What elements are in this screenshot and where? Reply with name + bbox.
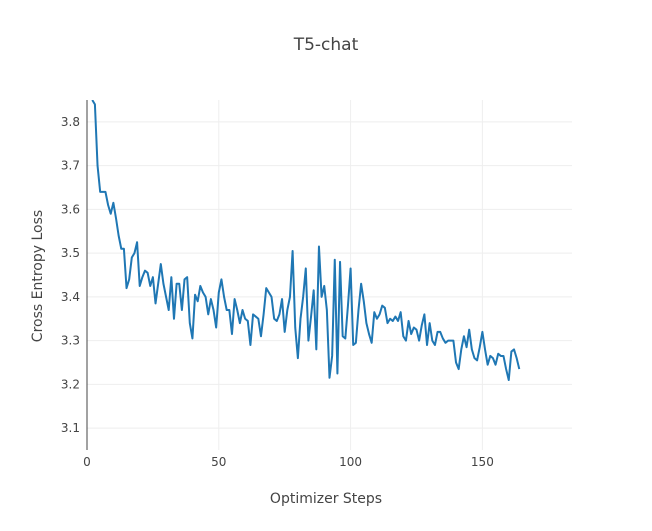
x-axis-label: Optimizer Steps: [270, 491, 382, 507]
series-line-0: [91, 100, 521, 381]
y-tick-label: 3.5: [61, 246, 80, 260]
y-tick: 3.2: [61, 377, 80, 391]
x-tick-label: 100: [339, 455, 362, 469]
x-tick-label: 50: [211, 455, 226, 469]
y-axis-label: Cross Entropy Loss: [30, 210, 46, 342]
x-tick: 50: [211, 455, 226, 469]
y-tick-label: 3.3: [61, 334, 80, 348]
y-tick-label: 3.6: [61, 202, 80, 216]
y-tick-label: 3.1: [61, 421, 80, 435]
y-tick: 3.6: [61, 202, 80, 216]
y-tick-label: 3.7: [61, 159, 80, 173]
y-tick: 3.4: [61, 290, 80, 304]
y-tick: 3.8: [61, 115, 80, 129]
x-tick-label: 150: [471, 455, 494, 469]
grid: [87, 100, 572, 450]
x-tick-label: 0: [83, 455, 91, 469]
y-tick: 3.7: [61, 159, 80, 173]
x-tick: 150: [471, 455, 494, 469]
y-tick: 3.5: [61, 246, 80, 260]
y-tick: 3.1: [61, 421, 80, 435]
y-tick-label: 3.4: [61, 290, 80, 304]
y-tick: 3.3: [61, 334, 80, 348]
chart-title: T5-chat: [293, 35, 359, 55]
x-tick: 100: [339, 455, 362, 469]
tick-labels: 3.1 3.2 3.3 3.4 3.5 3.6 3.7 3.8 0 50 100 150: [61, 115, 494, 469]
x-tick: 0: [83, 455, 91, 469]
y-tick-label: 3.8: [61, 115, 80, 129]
y-tick-label: 3.2: [61, 377, 80, 391]
series-layer: [91, 100, 521, 381]
